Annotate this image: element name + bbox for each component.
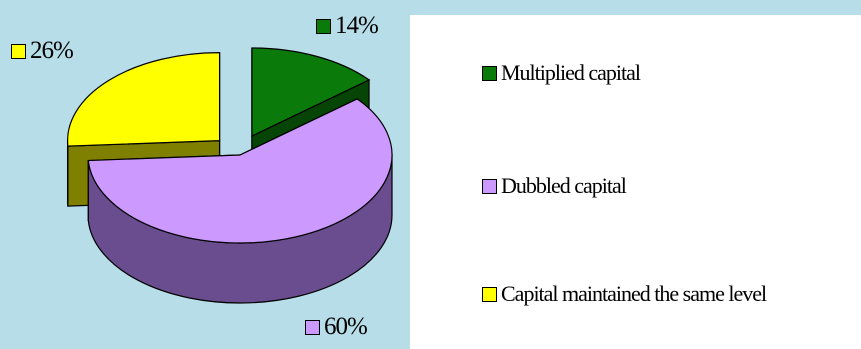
pie-slice-doubled (87, 98, 393, 244)
data-label-maintained: 26% (11, 37, 74, 65)
pie-slice-maintained (66, 52, 221, 147)
legend-label-multiplied: Multiplied capital (501, 60, 641, 85)
pie-slice-multiplied (251, 47, 371, 137)
legend-item-maintained: Capital maintained the same level (482, 281, 767, 307)
legend-label-maintained: Capital maintained the same level (501, 281, 767, 306)
legend-swatch-maintained (482, 286, 497, 302)
label-swatch-maintained (11, 43, 26, 59)
data-label-multiplied: 14% (316, 12, 379, 40)
legend-swatch-multiplied (482, 65, 497, 81)
legend-item-multiplied: Multiplied capital (482, 60, 641, 86)
pie-chart (66, 47, 393, 304)
legend-swatch-doubled (482, 178, 497, 194)
legend: Multiplied capital Dubbled capital Capit… (410, 15, 861, 349)
data-label-doubled: 60% (305, 313, 368, 341)
label-swatch-doubled (305, 319, 320, 335)
label-swatch-multiplied (316, 18, 331, 34)
legend-label-doubled: Dubbled capital (501, 173, 627, 198)
legend-item-doubled: Dubbled capital (482, 173, 627, 199)
